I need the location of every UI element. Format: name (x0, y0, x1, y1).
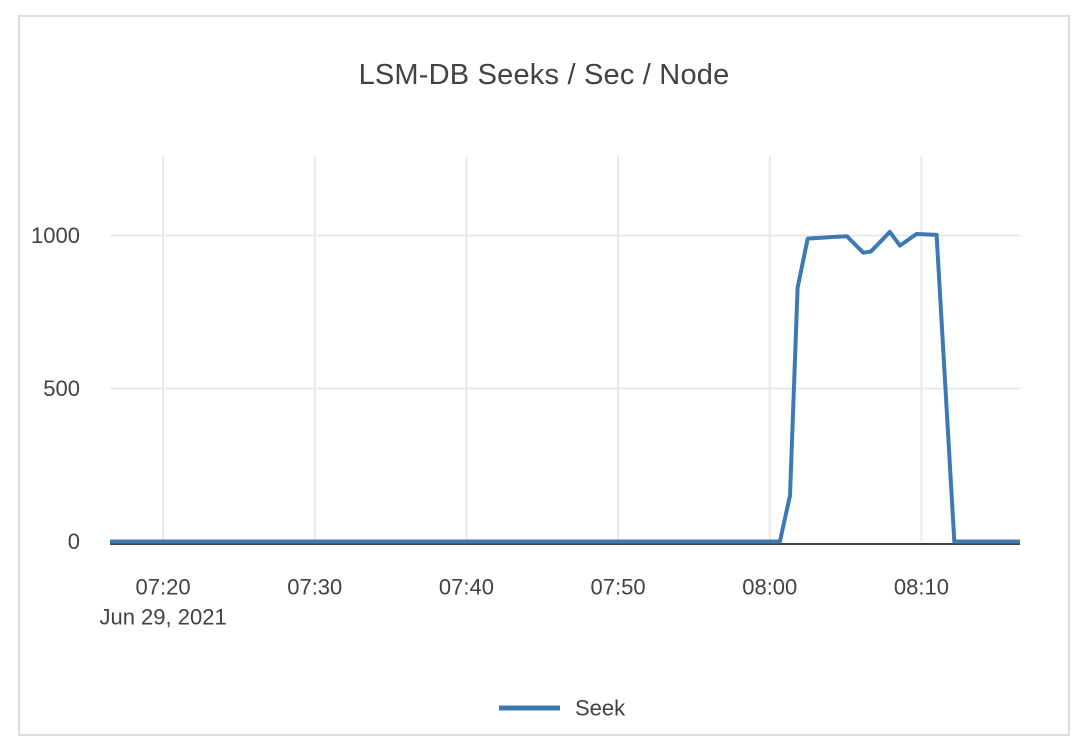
legend-item-seek[interactable]: Seek (499, 696, 626, 721)
legend-label: Seek (575, 696, 626, 721)
x-tick-label: 08:10 (894, 575, 949, 600)
x-tick-label: 08:00 (742, 575, 797, 600)
x-tick-label: 07:20 (136, 575, 191, 600)
y-tick-label: 1000 (31, 223, 80, 248)
x-axis-date-label: Jun 29, 2021 (99, 605, 226, 630)
x-tick-label: 07:30 (287, 575, 342, 600)
x-tick-label: 07:40 (439, 575, 494, 600)
y-tick-label: 0 (68, 529, 80, 554)
chart-card: LSM-DB Seeks / Sec / Node 07:20 Jun 29, 2… (18, 15, 1070, 736)
x-tick-label: 07:50 (591, 575, 646, 600)
y-tick-label: 500 (43, 376, 80, 401)
chart-title: LSM-DB Seeks / Sec / Node (358, 59, 730, 91)
seeks-line-chart: 07:20 Jun 29, 2021 07:30 07:40 07:50 08:00 08:… (31, 156, 1020, 721)
series-line-seek[interactable] (110, 229, 1020, 544)
